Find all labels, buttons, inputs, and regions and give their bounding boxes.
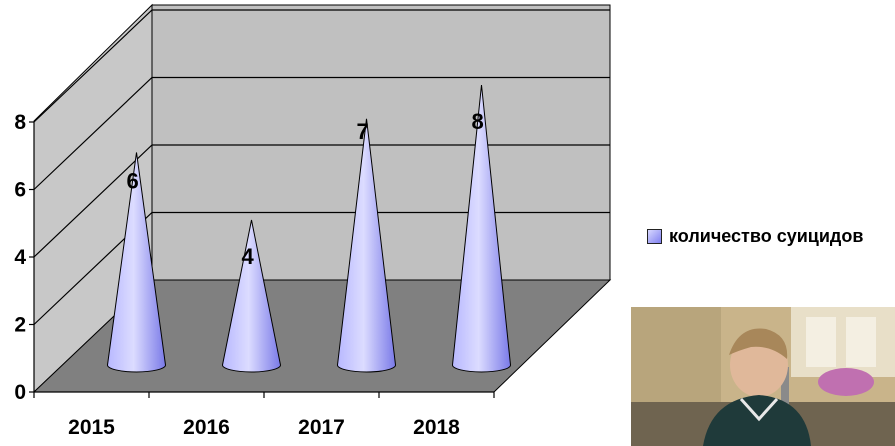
y-axis: 0 2 4 6 8 bbox=[14, 111, 35, 404]
x-tick-label: 2017 bbox=[298, 416, 345, 439]
photo-boy-in-classroom bbox=[631, 307, 895, 446]
gridlines bbox=[33, 9, 610, 325]
legend-label: количество суицидов bbox=[669, 226, 864, 246]
data-label: 7 bbox=[357, 119, 369, 144]
cone-bar bbox=[106, 152, 167, 373]
legend-swatch bbox=[647, 229, 662, 244]
x-tick-label: 2018 bbox=[413, 416, 460, 439]
data-label: 8 bbox=[472, 109, 484, 134]
cone-bar bbox=[451, 84, 512, 373]
gridline bbox=[33, 76, 610, 190]
x-tick-label: 2016 bbox=[183, 416, 230, 439]
cones: 6 4 7 8 bbox=[106, 84, 512, 373]
x-tick-label: 2015 bbox=[68, 416, 115, 439]
y-tick-label: 8 bbox=[14, 111, 26, 134]
x-axis: 2015 2016 2017 2018 bbox=[33, 391, 495, 439]
data-label: 6 bbox=[127, 169, 139, 194]
y-tick-label: 4 bbox=[14, 246, 26, 269]
gridline bbox=[33, 144, 610, 258]
y-tick-label: 0 bbox=[14, 381, 26, 404]
gridline bbox=[33, 9, 610, 123]
y-tick-label: 2 bbox=[14, 314, 26, 337]
cone-bar bbox=[336, 118, 397, 373]
legend: количество суицидов bbox=[647, 226, 863, 247]
y-tick-label: 6 bbox=[14, 179, 26, 202]
data-label: 4 bbox=[242, 244, 255, 269]
cone-bar bbox=[221, 219, 282, 373]
gridline bbox=[33, 211, 610, 325]
cone-chart: 0 2 4 6 8 2015 2016 2017 2018 6 4 7 8 bbox=[14, 3, 612, 439]
